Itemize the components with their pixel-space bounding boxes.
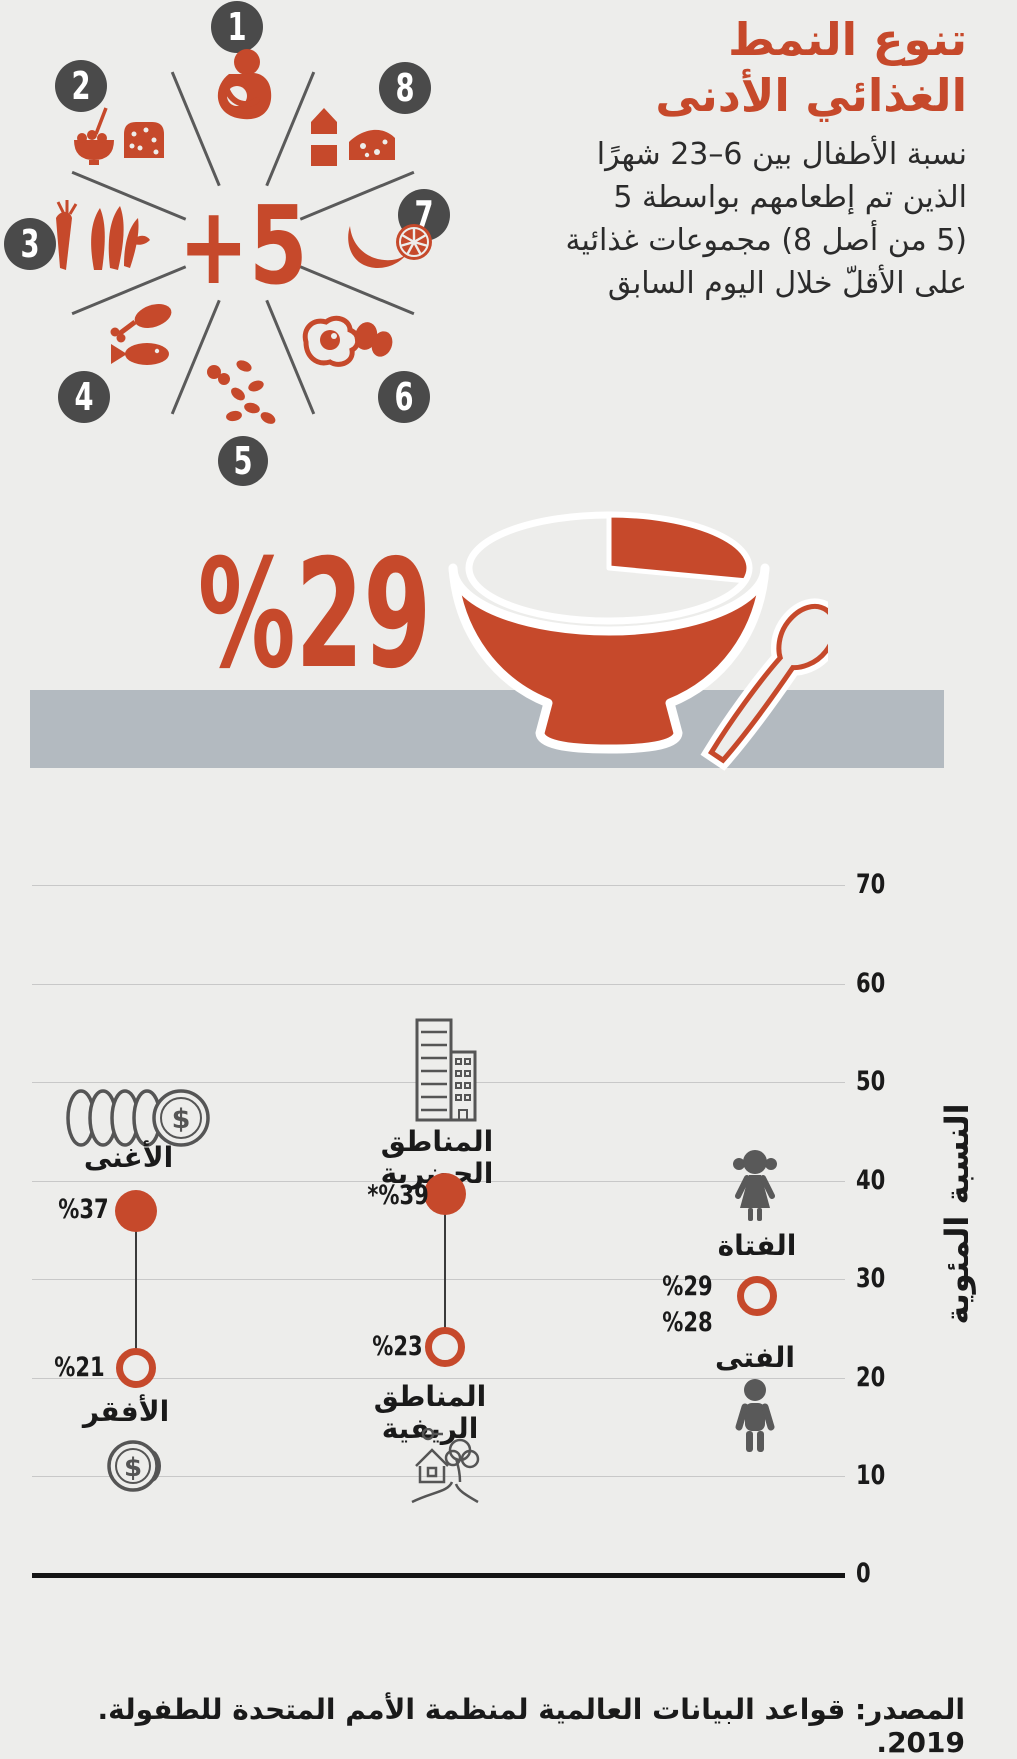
vegetables-icon	[56, 200, 150, 270]
badge-2: 2	[55, 60, 107, 112]
ytick-40: 40	[856, 1165, 886, 1196]
badge-3: 3	[4, 218, 56, 270]
svg-text:5: 5	[233, 438, 252, 483]
rural-marker	[425, 1327, 465, 1367]
description-line: الذين تم إطعامهم بواسطة 5	[613, 180, 967, 215]
title-line-1: تنوع النمط	[728, 13, 967, 66]
svg-text:$: $	[172, 1104, 191, 1135]
ytick-0: 0	[856, 1558, 871, 1589]
bowl-illustration	[448, 511, 828, 771]
bowl-body	[448, 563, 770, 754]
title-line-2: الغذائي الأدنى	[655, 69, 967, 122]
description-line: نسبة الأطفال بين 6–23 شهرًا	[596, 137, 967, 172]
ytick-30: 30	[856, 1263, 886, 1294]
richest-label: الأغنى	[83, 1141, 174, 1174]
sector-divider-lines	[71, 71, 415, 415]
breastfeeding-icon	[217, 49, 272, 120]
legumes-nuts-icon	[207, 360, 276, 424]
coins-icon: $	[66, 1089, 210, 1147]
wealth-connector-line	[135, 1211, 137, 1356]
poorest-value: %21	[54, 1352, 105, 1383]
table-band	[30, 690, 944, 768]
page-title: تنوع النمط الغذائي الأدنى	[447, 12, 967, 124]
boy-label: الفتى	[714, 1341, 796, 1374]
eggs-icon	[302, 315, 393, 367]
urban-value: *%39	[367, 1180, 429, 1211]
richest-marker	[115, 1190, 157, 1232]
badge-8: 8	[379, 62, 431, 114]
plus-five-label: +5	[178, 183, 307, 309]
badge-1: 1	[211, 1, 263, 53]
girl-icon	[733, 1150, 777, 1221]
grains-bread-icon	[74, 107, 164, 165]
description-line: على الأقلّ خلال اليوم السابق	[607, 266, 967, 301]
buildings-icon	[415, 1018, 477, 1122]
group-badges: 1 2 3 4 5 6 7 8	[4, 1, 450, 486]
y-axis-label: النسبة المئوية	[938, 1103, 976, 1325]
farm-icon	[411, 1428, 480, 1504]
food-groups-diagram: +5 1 2 3 4 5 6 7 8	[4, 1, 450, 486]
svg-text:2: 2	[71, 63, 90, 108]
headline-percentage: %29	[197, 528, 432, 702]
svg-text:3: 3	[20, 221, 39, 266]
coin-icon: $	[107, 1440, 162, 1492]
fruits-icon	[348, 224, 432, 269]
ytick-10: 10	[856, 1460, 886, 1491]
urban-marker	[424, 1173, 466, 1215]
svg-text:1: 1	[227, 4, 246, 49]
area-connector-line	[444, 1195, 446, 1330]
ytick-20: 20	[856, 1362, 886, 1393]
svg-text:8: 8	[395, 65, 414, 110]
ytick-50: 50	[856, 1066, 886, 1097]
ytick-70: 70	[856, 869, 886, 900]
girl-value: %29	[662, 1271, 713, 1302]
girl-label: الفتاة	[717, 1229, 797, 1262]
richest-value: %37	[58, 1194, 109, 1225]
badge-4: 4	[58, 371, 110, 423]
gridline-20	[32, 1378, 845, 1379]
gridline-30	[32, 1279, 845, 1280]
bowl-pie-wedge	[606, 512, 752, 584]
source-note: المصدر: قواعد البيانات العالمية لمنظمة ا…	[97, 1693, 966, 1759]
description: نسبة الأطفال بين 6–23 شهرًا الذين تم إطع…	[447, 133, 967, 305]
gridline-70	[32, 885, 845, 886]
svg-text:$: $	[124, 1453, 142, 1483]
boy-value: %28	[662, 1307, 713, 1338]
girl-boy-marker	[737, 1276, 777, 1316]
poorest-label: الأفقر	[82, 1395, 170, 1428]
svg-text:4: 4	[74, 374, 93, 419]
x-axis-line	[32, 1573, 845, 1578]
rural-value: %23	[372, 1331, 423, 1362]
description-line: (5 من أصل 8) مجموعات غذائية	[565, 223, 967, 258]
ytick-60: 60	[856, 968, 886, 999]
svg-text:6: 6	[394, 374, 413, 419]
spoon-icon	[700, 598, 828, 771]
meat-fish-icon	[110, 304, 172, 365]
gridline-60	[32, 984, 845, 985]
gridline-10	[32, 1476, 845, 1477]
badge-6: 6	[378, 371, 430, 423]
boy-icon	[735, 1379, 775, 1452]
badge-5: 5	[218, 436, 268, 486]
dairy-icon	[311, 108, 395, 166]
poorest-marker	[116, 1348, 156, 1388]
